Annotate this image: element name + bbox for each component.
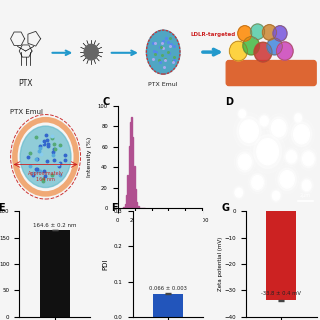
Circle shape [267, 38, 282, 55]
Bar [131, 117, 132, 208]
X-axis label: Diameter (nm): Diameter (nm) [137, 228, 183, 233]
Circle shape [286, 151, 296, 163]
Circle shape [254, 42, 272, 62]
Circle shape [300, 177, 314, 194]
Circle shape [289, 118, 315, 150]
Circle shape [267, 114, 291, 142]
Circle shape [234, 187, 244, 198]
Circle shape [240, 120, 258, 142]
Circle shape [271, 119, 286, 137]
Circle shape [238, 26, 252, 41]
Circle shape [260, 116, 268, 126]
Bar [125, 204, 126, 208]
Text: C: C [102, 97, 110, 108]
Circle shape [273, 26, 287, 41]
Circle shape [237, 116, 261, 146]
Circle shape [301, 150, 316, 168]
Bar [153, 293, 183, 317]
Circle shape [283, 147, 300, 167]
Circle shape [259, 115, 269, 127]
Circle shape [250, 173, 265, 191]
Circle shape [271, 190, 281, 201]
Circle shape [229, 41, 247, 61]
Bar [129, 146, 130, 208]
Bar [136, 202, 137, 208]
Circle shape [250, 130, 285, 173]
Circle shape [84, 44, 98, 60]
Circle shape [294, 125, 309, 144]
Circle shape [278, 168, 296, 191]
Circle shape [294, 113, 302, 123]
Circle shape [238, 154, 251, 170]
Text: -33.8 ± 0.4 mV: -33.8 ± 0.4 mV [261, 292, 301, 296]
Circle shape [252, 175, 263, 189]
Y-axis label: Zeta potential (mV): Zeta potential (mV) [218, 237, 223, 291]
Circle shape [291, 122, 312, 147]
Bar [130, 122, 131, 208]
Circle shape [299, 148, 318, 170]
Text: PTX Emul: PTX Emul [148, 82, 178, 87]
Circle shape [275, 165, 299, 194]
Circle shape [258, 113, 271, 129]
Bar [266, 211, 296, 300]
Circle shape [257, 139, 278, 165]
Circle shape [276, 42, 293, 60]
Circle shape [303, 152, 314, 166]
Text: E: E [0, 203, 4, 213]
Bar [137, 206, 139, 208]
Text: F: F [111, 203, 118, 213]
Text: 164.6 ± 0.2 nm: 164.6 ± 0.2 nm [33, 223, 76, 228]
Circle shape [20, 126, 71, 188]
Bar [135, 189, 136, 208]
Circle shape [269, 117, 288, 140]
Circle shape [236, 152, 253, 172]
Bar [133, 166, 135, 208]
Circle shape [273, 191, 280, 200]
Y-axis label: PDI: PDI [102, 258, 108, 270]
Circle shape [251, 24, 265, 39]
Bar [132, 137, 133, 208]
Circle shape [301, 179, 312, 192]
Text: PTX: PTX [18, 79, 33, 88]
Circle shape [233, 186, 245, 200]
Circle shape [234, 113, 264, 150]
Circle shape [280, 171, 294, 188]
Circle shape [243, 36, 260, 55]
Y-axis label: Intensity (%): Intensity (%) [87, 137, 92, 177]
Circle shape [270, 188, 282, 203]
Bar [40, 230, 70, 317]
Circle shape [285, 149, 298, 165]
Circle shape [237, 107, 248, 120]
Text: D: D [225, 97, 233, 108]
Bar [126, 195, 127, 208]
Bar [127, 175, 128, 208]
Text: G: G [221, 203, 229, 213]
Circle shape [254, 135, 282, 169]
Circle shape [295, 114, 301, 122]
Circle shape [235, 188, 243, 197]
Circle shape [234, 149, 255, 175]
Circle shape [248, 171, 267, 194]
Circle shape [238, 109, 246, 119]
Circle shape [302, 180, 311, 191]
Circle shape [262, 25, 276, 40]
Text: 0.066 ± 0.003: 0.066 ± 0.003 [149, 286, 187, 291]
Circle shape [293, 111, 303, 124]
Ellipse shape [146, 30, 180, 74]
Circle shape [239, 110, 245, 118]
Text: Approximately
164 nm: Approximately 164 nm [28, 171, 63, 182]
Text: LDLR-targeted: LDLR-targeted [190, 32, 236, 37]
Text: PTX Emul: PTX Emul [10, 109, 43, 116]
FancyBboxPatch shape [226, 60, 316, 85]
Text: 2μm: 2μm [300, 193, 311, 198]
